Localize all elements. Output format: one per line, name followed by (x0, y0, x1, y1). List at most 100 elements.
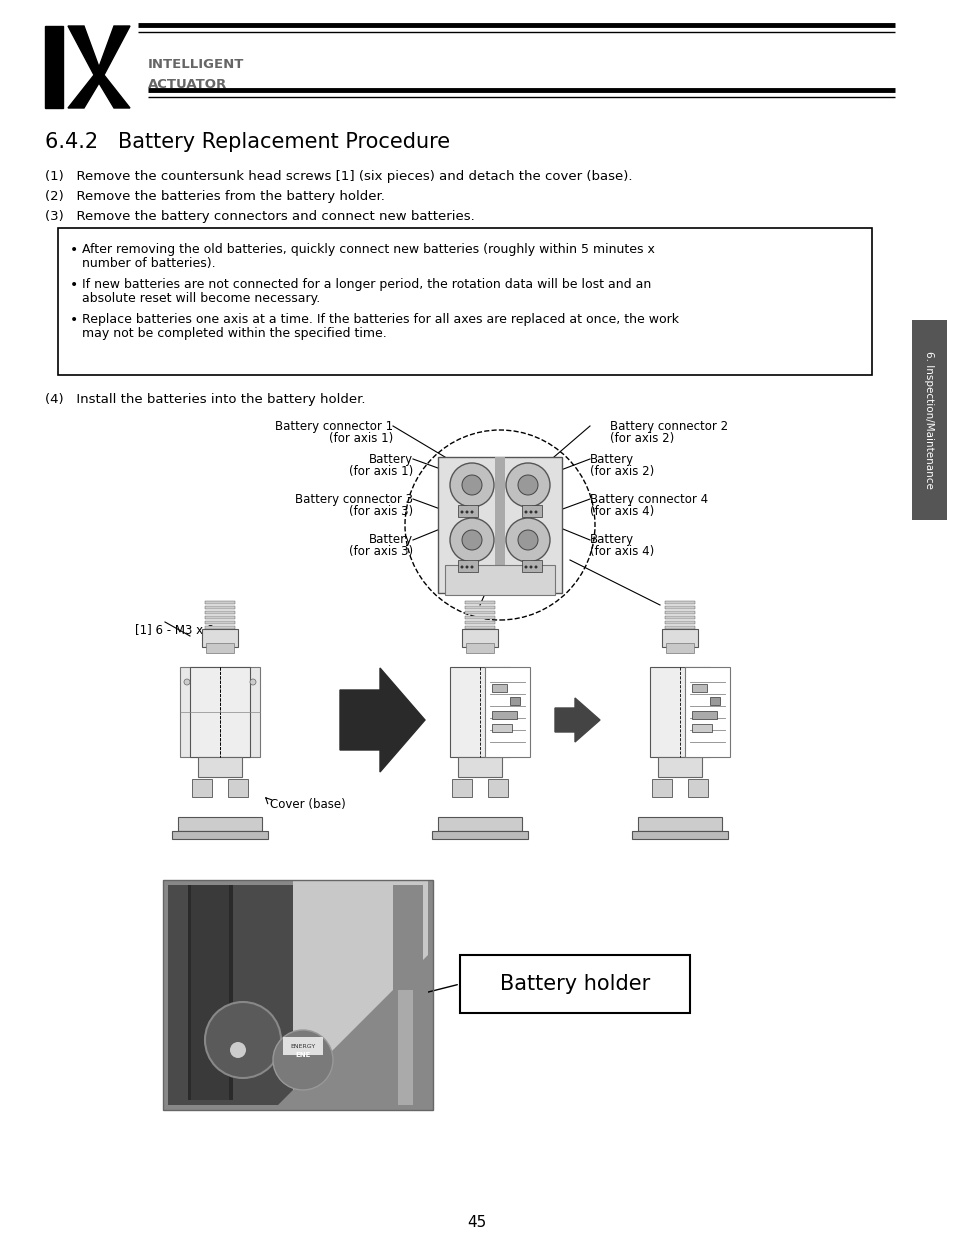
Circle shape (250, 679, 255, 685)
Circle shape (534, 566, 537, 568)
Bar (228, 779, 248, 797)
Bar (432, 831, 527, 839)
Text: Battery: Battery (589, 453, 634, 466)
Circle shape (470, 566, 473, 568)
Circle shape (184, 679, 190, 685)
Bar (658, 757, 701, 777)
Text: (for axis 3): (for axis 3) (349, 545, 413, 558)
Text: If new batteries are not connected for a longer period, the rotation data will b: If new batteries are not connected for a… (82, 278, 651, 291)
Circle shape (465, 566, 468, 568)
Circle shape (460, 510, 463, 514)
Text: (for axis 4): (for axis 4) (589, 545, 654, 558)
Circle shape (505, 463, 550, 508)
Bar (450, 667, 510, 757)
Bar (911, 320, 946, 520)
Bar (484, 667, 530, 757)
Bar (464, 631, 495, 634)
Bar (464, 611, 495, 614)
Circle shape (534, 510, 537, 514)
Text: may not be completed within the specified time.: may not be completed within the specifie… (82, 327, 386, 340)
Bar (45, 26, 63, 107)
Bar (205, 631, 234, 634)
Bar (691, 711, 717, 719)
Text: (for axis 4): (for axis 4) (589, 505, 654, 517)
Circle shape (517, 530, 537, 550)
Bar (464, 616, 495, 619)
Text: ENERGY: ENERGY (290, 1044, 315, 1049)
Text: (1)   Remove the countersunk head screws [1] (six pieces) and detach the cover (: (1) Remove the countersunk head screws [… (45, 170, 632, 183)
Bar (488, 779, 507, 797)
Text: After removing the old batteries, quickly connect new batteries (roughly within : After removing the old batteries, quickl… (82, 243, 654, 256)
Bar (691, 684, 706, 692)
Text: (2)   Remove the batteries from the battery holder.: (2) Remove the batteries from the batter… (45, 190, 384, 203)
Polygon shape (555, 698, 599, 742)
Text: •: • (70, 243, 78, 257)
Text: [1] 6 - M3 x 8: [1] 6 - M3 x 8 (135, 622, 214, 636)
Bar (459, 955, 689, 1013)
Bar (205, 621, 234, 624)
Bar (492, 711, 517, 719)
Text: Battery connector 1: Battery connector 1 (274, 420, 393, 433)
Circle shape (517, 475, 537, 495)
Circle shape (461, 475, 481, 495)
Bar (293, 881, 428, 1105)
Bar (163, 881, 433, 1110)
Text: (for axis 3): (for axis 3) (349, 505, 413, 517)
Bar (492, 724, 512, 732)
Bar (198, 757, 242, 777)
Circle shape (524, 510, 527, 514)
Circle shape (460, 566, 463, 568)
Bar (709, 697, 720, 705)
Text: Battery holder: Battery holder (499, 974, 649, 994)
Bar (464, 626, 495, 629)
Text: Replace batteries one axis at a time. If the batteries for all axes are replaced: Replace batteries one axis at a time. If… (82, 312, 679, 326)
Text: (for axis 1): (for axis 1) (349, 466, 413, 478)
Bar (206, 643, 233, 653)
Bar (664, 626, 695, 629)
Bar (492, 684, 506, 692)
Text: Battery connector 4: Battery connector 4 (589, 493, 707, 506)
Circle shape (450, 463, 494, 508)
Text: (for axis 1): (for axis 1) (329, 432, 393, 445)
Bar (191, 885, 229, 1100)
Circle shape (470, 510, 473, 514)
Text: 45: 45 (467, 1215, 486, 1230)
Text: Battery: Battery (369, 453, 413, 466)
Text: number of batteries).: number of batteries). (82, 257, 215, 270)
Text: •: • (70, 278, 78, 291)
Circle shape (273, 1030, 333, 1091)
Bar (58, 228, 871, 375)
Bar (684, 667, 729, 757)
Text: Battery connector 2: Battery connector 2 (609, 420, 727, 433)
Bar (202, 629, 237, 647)
Circle shape (505, 517, 550, 562)
Bar (664, 621, 695, 624)
Bar (437, 818, 521, 831)
Bar (393, 885, 422, 1105)
Bar (190, 667, 250, 757)
Polygon shape (68, 26, 130, 107)
Bar (664, 616, 695, 619)
Bar (172, 831, 268, 839)
Bar (444, 564, 555, 595)
Bar (452, 779, 472, 797)
Bar (457, 757, 501, 777)
Circle shape (461, 530, 481, 550)
Bar (651, 779, 671, 797)
Bar (163, 881, 433, 1110)
Text: ACTUATOR: ACTUATOR (148, 78, 227, 91)
Text: ENE: ENE (295, 1052, 311, 1058)
Circle shape (465, 510, 468, 514)
Bar (168, 885, 428, 1105)
Bar (205, 606, 234, 609)
Polygon shape (277, 955, 428, 1105)
Bar (461, 629, 497, 647)
Bar (521, 559, 541, 572)
Bar (638, 818, 721, 831)
Bar (664, 631, 695, 634)
Polygon shape (339, 668, 424, 772)
Bar (664, 611, 695, 614)
Bar (205, 611, 234, 614)
Bar (457, 559, 477, 572)
Bar (192, 779, 212, 797)
